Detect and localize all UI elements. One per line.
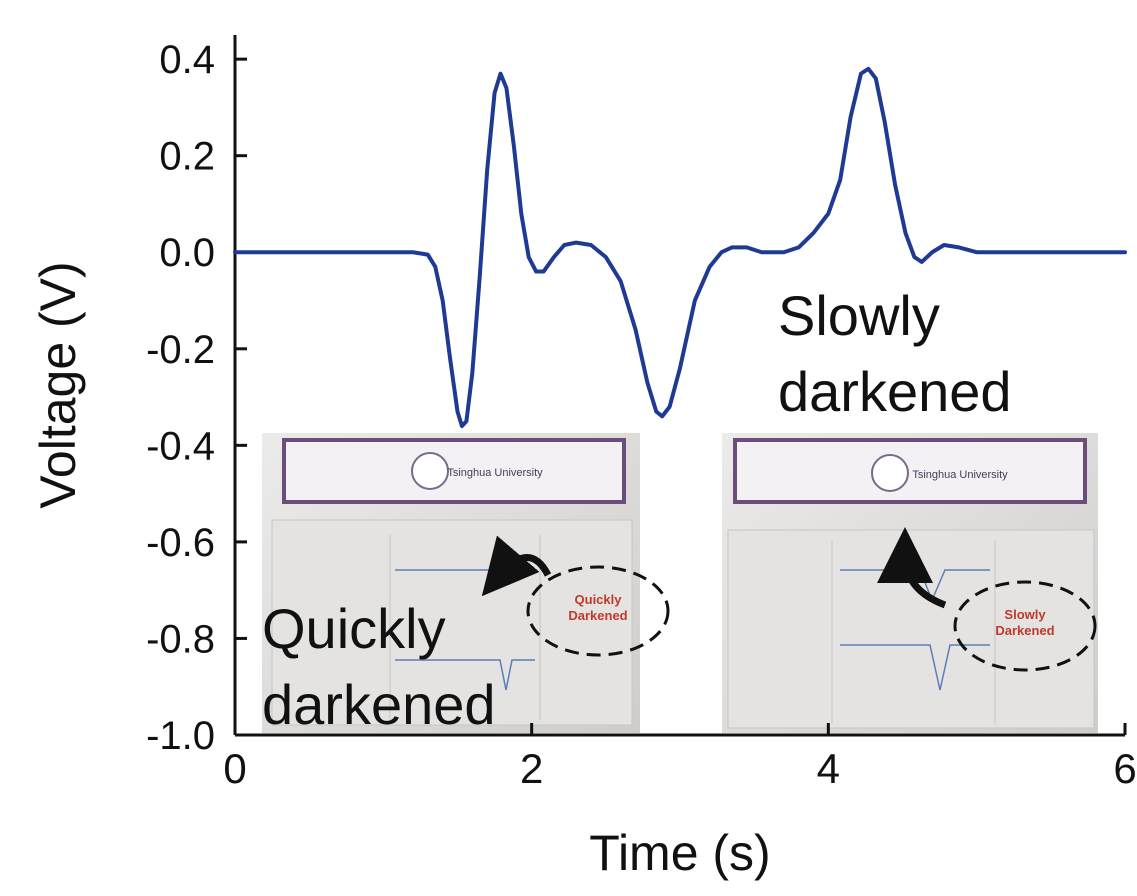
x-tick-label: 4	[817, 745, 840, 792]
y-axis-title: Voltage (V)	[30, 261, 86, 508]
x-tick-label: 6	[1113, 745, 1136, 792]
inset-texts: Tsinghua UniversityQuicklyDarkenedTsingh…	[447, 467, 1054, 638]
data-line	[233, 66, 1127, 429]
x-tick-label: 0	[223, 745, 246, 792]
annotation: darkened	[262, 673, 496, 736]
inset-label: Darkened	[995, 623, 1054, 638]
y-tick-label: -0.4	[146, 424, 215, 468]
annotation: darkened	[778, 360, 1012, 423]
inset-left	[262, 433, 670, 733]
annotation: Quickly	[262, 597, 446, 660]
inset-label: Quickly	[575, 592, 623, 607]
inset-label: Slowly	[1004, 607, 1046, 622]
inset-header: Tsinghua University	[447, 467, 543, 479]
annotation: Slowly	[778, 284, 940, 347]
inset-header: Tsinghua University	[912, 469, 1008, 481]
y-tick-label: 0.0	[159, 231, 215, 275]
y-tick-label: -0.8	[146, 617, 215, 661]
y-tick-label: -0.2	[146, 328, 215, 372]
x-axis-title: Time (s)	[589, 825, 770, 881]
x-tick-label: 2	[520, 745, 543, 792]
y-tick-label: 0.2	[159, 135, 215, 179]
y-tick-label: -1.0	[146, 714, 215, 758]
inset-label: Darkened	[568, 608, 627, 623]
inset-right	[722, 433, 1098, 733]
y-tick-label: 0.4	[159, 38, 215, 82]
y-tick-label: -0.6	[146, 521, 215, 565]
